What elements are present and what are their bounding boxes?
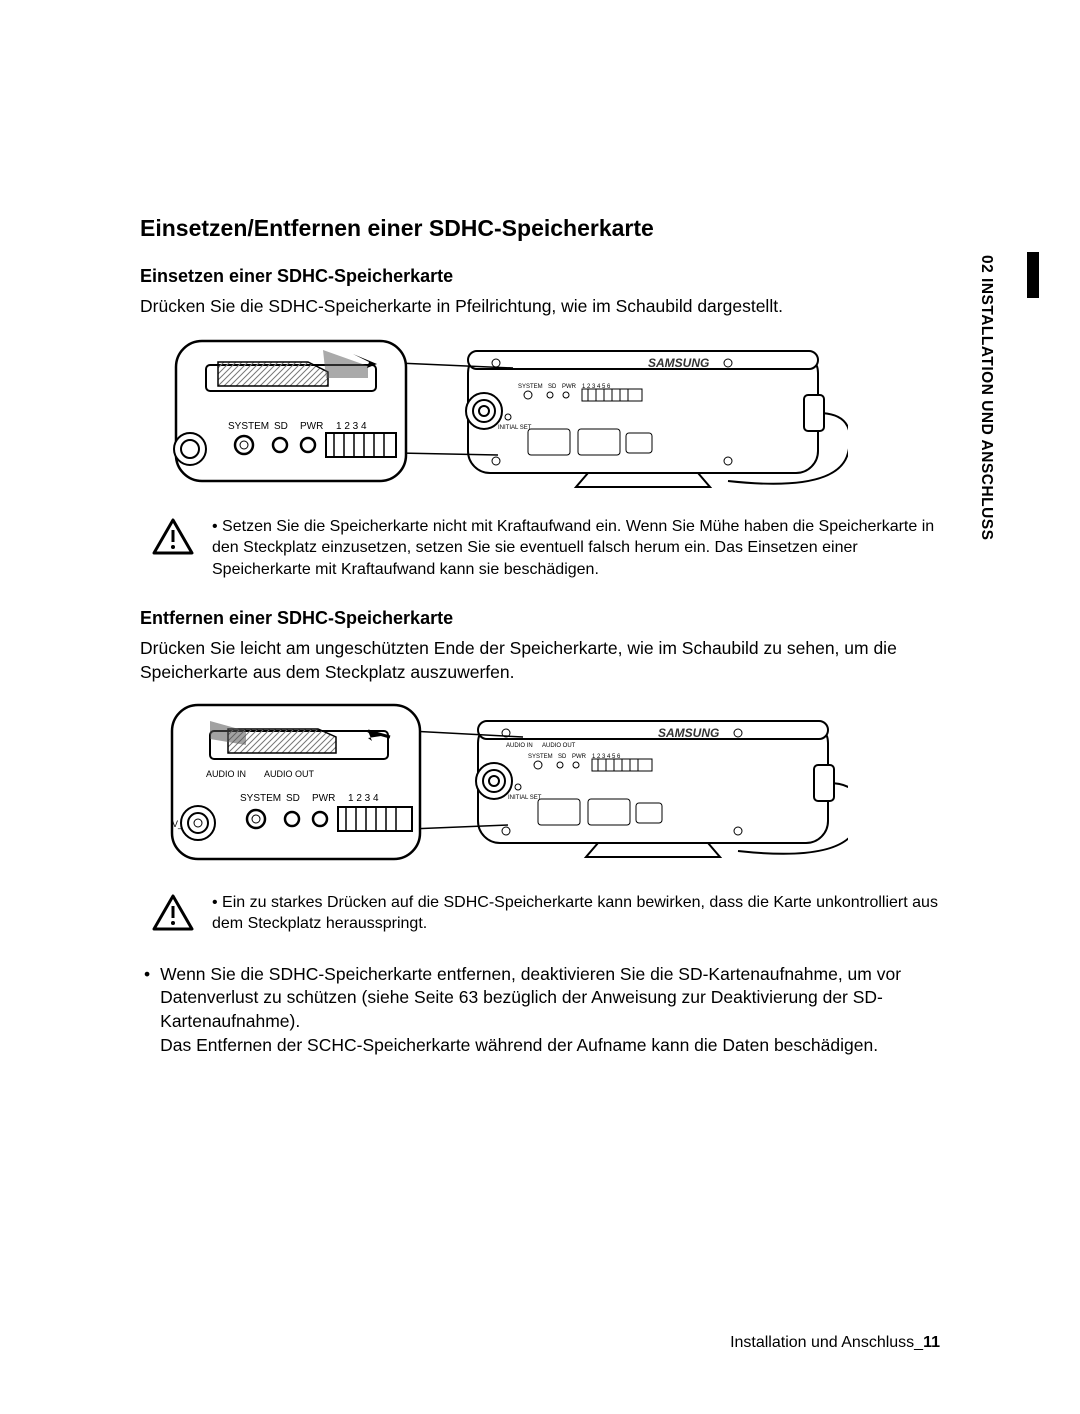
svg-text:SYSTEM: SYSTEM xyxy=(528,754,553,760)
bullet-icon: • xyxy=(144,963,150,1058)
svg-text:INITIAL SET: INITIAL SET xyxy=(498,425,532,431)
footer-page-number: 11 xyxy=(923,1334,940,1351)
side-tab-label: 02 INSTALLATION UND ANSCHLUSS xyxy=(977,255,995,540)
chapter-side-tab: 02 INSTALLATION UND ANSCHLUSS xyxy=(977,255,995,540)
warning-insert: Setzen Sie die Speicherkarte nicht mit K… xyxy=(152,516,940,581)
caution-icon xyxy=(152,894,194,932)
caution-icon xyxy=(152,518,194,556)
diagram-insert-card: SYSTEM SD PWR 1 2 3 4 5 6 INITIAL SET SA… xyxy=(158,333,940,498)
svg-text:PWR: PWR xyxy=(572,754,587,760)
svg-text:SAMSUNG: SAMSUNG xyxy=(648,356,709,370)
svg-text:SYSTEM: SYSTEM xyxy=(518,384,543,390)
warning-insert-text: Setzen Sie die Speicherkarte nicht mit K… xyxy=(212,518,934,578)
svg-text:SAMSUNG: SAMSUNG xyxy=(658,726,719,740)
svg-text:AUDIO OUT: AUDIO OUT xyxy=(264,769,315,779)
svg-text:AUDIO IN: AUDIO IN xyxy=(506,743,533,749)
svg-text:AUDIO OUT: AUDIO OUT xyxy=(542,743,576,749)
svg-text:SD: SD xyxy=(548,384,557,390)
note-remove-text: Wenn Sie die SDHC-Speicherkarte entferne… xyxy=(160,963,940,1058)
svg-text:SD: SD xyxy=(286,793,300,804)
page-heading: Einsetzen/Entfernen einer SDHC-Speicherk… xyxy=(140,215,940,242)
svg-text:SYSTEM: SYSTEM xyxy=(228,421,269,432)
section2-body: Drücken Sie leicht am ungeschützten Ende… xyxy=(140,637,940,684)
footer-text: Installation und Anschluss_ xyxy=(730,1334,923,1351)
svg-text:SD: SD xyxy=(558,754,567,760)
page-footer: Installation und Anschluss_11 xyxy=(730,1334,940,1352)
side-tab-marker xyxy=(1027,252,1039,298)
note-remove: • Wenn Sie die SDHC-Speicherkarte entfer… xyxy=(144,963,940,1058)
warning-remove: Ein zu starkes Drücken auf die SDHC-Spei… xyxy=(152,892,940,935)
svg-text:AUDIO IN: AUDIO IN xyxy=(206,769,246,779)
svg-text:PWR: PWR xyxy=(300,421,323,432)
section2-title: Entfernen einer SDHC-Speicherkarte xyxy=(140,608,940,629)
svg-text:1 2 3 4: 1 2 3 4 xyxy=(336,421,367,432)
svg-text:1 2 3 4: 1 2 3 4 xyxy=(348,793,379,804)
warning-remove-text: Ein zu starkes Drücken auf die SDHC-Spei… xyxy=(212,894,938,933)
svg-text:PWR: PWR xyxy=(312,793,335,804)
svg-text:INITIAL SET: INITIAL SET xyxy=(508,795,542,801)
svg-text:SD: SD xyxy=(274,421,288,432)
svg-text:SYSTEM: SYSTEM xyxy=(240,793,281,804)
section1-body: Drücken Sie die SDHC-Speicherkarte in Pf… xyxy=(140,295,940,319)
section1-title: Einsetzen einer SDHC-Speicherkarte xyxy=(140,266,940,287)
svg-text:PWR: PWR xyxy=(562,384,577,390)
diagram-remove-card: AUDIO IN AUDIO OUT SYSTEM SD PWR 1 2 3 4… xyxy=(158,699,940,874)
